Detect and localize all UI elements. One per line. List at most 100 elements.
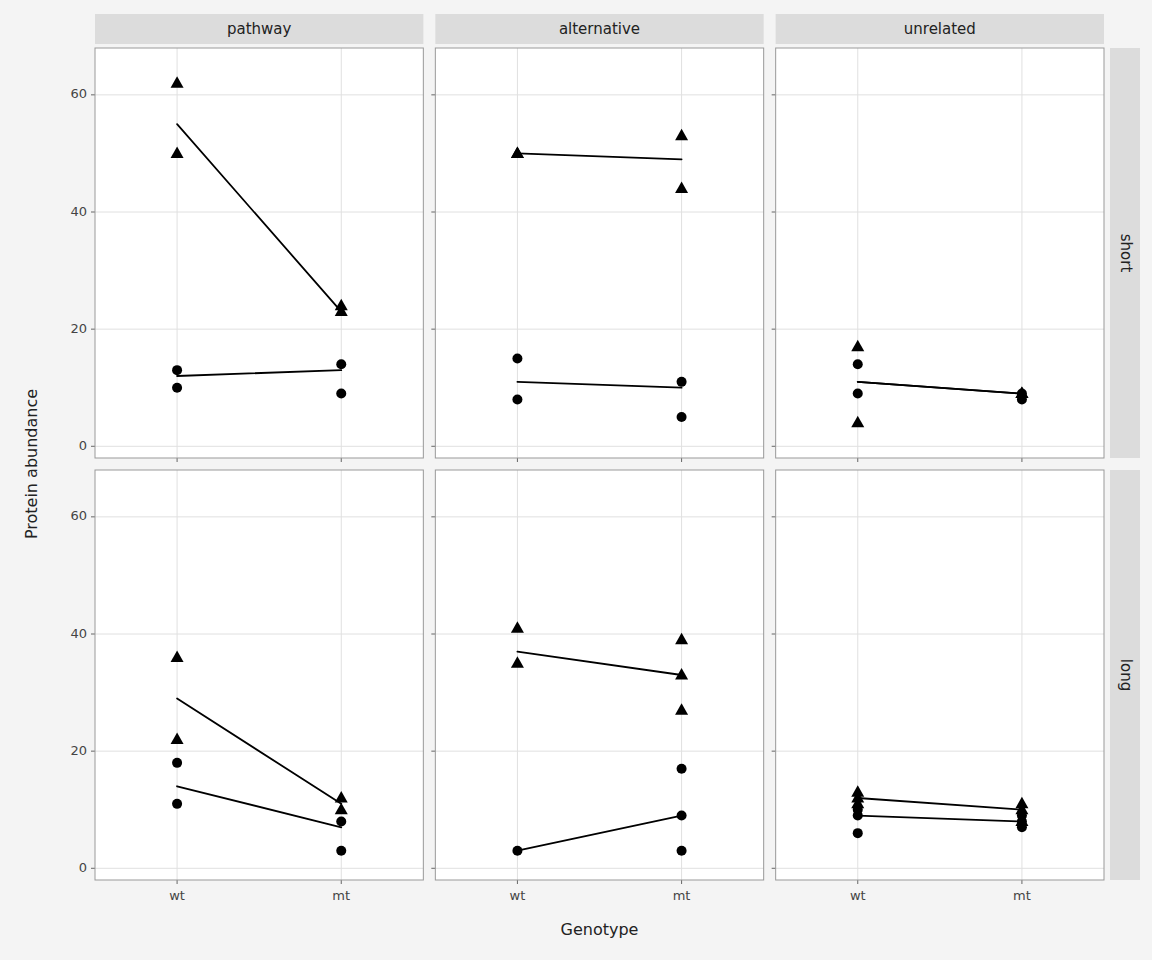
grid-line	[435, 446, 763, 447]
tick-mark	[1021, 458, 1022, 462]
strip-label: alternative	[559, 20, 640, 38]
line	[177, 370, 341, 376]
grid-line	[776, 212, 1104, 213]
tick-mark	[91, 868, 95, 869]
strip-label: pathway	[227, 20, 292, 38]
tick-mark	[431, 634, 435, 635]
point-triangle	[675, 129, 688, 141]
marks	[511, 621, 688, 856]
strip	[435, 14, 763, 44]
tick-mark	[772, 634, 776, 635]
plot-area	[435, 470, 763, 880]
tick-label: 60	[70, 86, 87, 101]
point-triangle	[1015, 387, 1028, 399]
point-triangle	[1015, 387, 1028, 399]
frame	[435, 470, 763, 880]
point-triangle	[171, 650, 184, 662]
point-triangle	[1015, 814, 1028, 826]
point-triangle	[511, 146, 524, 158]
line	[858, 382, 1022, 394]
tick-mark	[431, 94, 435, 95]
tick-mark	[431, 329, 435, 330]
marks	[171, 76, 348, 398]
point-circle	[336, 846, 346, 856]
panel	[772, 48, 1104, 462]
point-triangle	[171, 732, 184, 744]
tick-mark	[91, 94, 95, 95]
plot-area	[776, 470, 1104, 880]
tick-mark	[91, 751, 95, 752]
strip	[776, 14, 1104, 44]
panel: wt mt	[772, 470, 1104, 903]
point-circle	[677, 811, 687, 821]
tick-mark	[772, 329, 776, 330]
point-circle	[336, 389, 346, 399]
tick-label: 40	[70, 626, 87, 641]
point-triangle	[335, 299, 348, 311]
point-circle	[853, 359, 863, 369]
tick-mark	[857, 880, 858, 884]
point-triangle	[675, 668, 688, 680]
tick-mark	[431, 446, 435, 447]
tick-label: wt	[850, 888, 866, 903]
line	[177, 786, 341, 827]
grid-line	[776, 446, 1104, 447]
tick-label: mt	[673, 888, 691, 903]
point-triangle	[511, 146, 524, 158]
line	[858, 798, 1022, 810]
tick-mark	[91, 212, 95, 213]
tick-label: 0	[79, 438, 87, 453]
tick-label: 60	[70, 508, 87, 523]
line	[517, 652, 681, 675]
strip	[95, 14, 423, 44]
tick-mark	[772, 212, 776, 213]
grid-line	[95, 329, 423, 330]
grid-line	[435, 329, 763, 330]
tick-mark	[431, 212, 435, 213]
frame	[776, 48, 1104, 458]
grid-line	[776, 868, 1104, 869]
plot-area	[95, 470, 423, 880]
tick-label: 0	[79, 860, 87, 875]
plot-area	[776, 48, 1104, 458]
point-circle	[677, 846, 687, 856]
panel: 0204060	[70, 48, 423, 462]
point-circle	[512, 394, 522, 404]
tick-mark	[772, 868, 776, 869]
grid-line	[776, 516, 1104, 517]
tick-mark	[341, 880, 342, 884]
marks	[511, 129, 688, 422]
tick-label: mt	[1013, 888, 1031, 903]
background	[0, 0, 1152, 960]
point-triangle	[851, 340, 864, 352]
point-circle	[677, 412, 687, 422]
point-triangle	[335, 803, 348, 815]
frame	[435, 48, 763, 458]
grid-line	[177, 48, 178, 458]
line	[177, 698, 341, 803]
tick-label: 20	[70, 743, 87, 758]
grid-line	[435, 212, 763, 213]
grid-line	[776, 94, 1104, 95]
line	[177, 124, 341, 311]
point-triangle	[171, 76, 184, 88]
tick-label: 20	[70, 321, 87, 336]
y-axis-label: Protein abundance	[22, 389, 41, 539]
tick-mark	[772, 751, 776, 752]
line	[517, 816, 681, 851]
point-circle	[172, 758, 182, 768]
tick-mark	[772, 516, 776, 517]
tick-mark	[341, 458, 342, 462]
grid-line	[435, 751, 763, 752]
tick-mark	[431, 868, 435, 869]
tick-mark	[857, 458, 858, 462]
point-circle	[512, 846, 522, 856]
grid-line	[95, 634, 423, 635]
point-circle	[172, 383, 182, 393]
plot-area	[435, 48, 763, 458]
tick-mark	[91, 329, 95, 330]
point-circle	[172, 365, 182, 375]
grid-line	[517, 470, 518, 880]
plot-area	[95, 48, 423, 458]
strip	[1110, 48, 1140, 458]
